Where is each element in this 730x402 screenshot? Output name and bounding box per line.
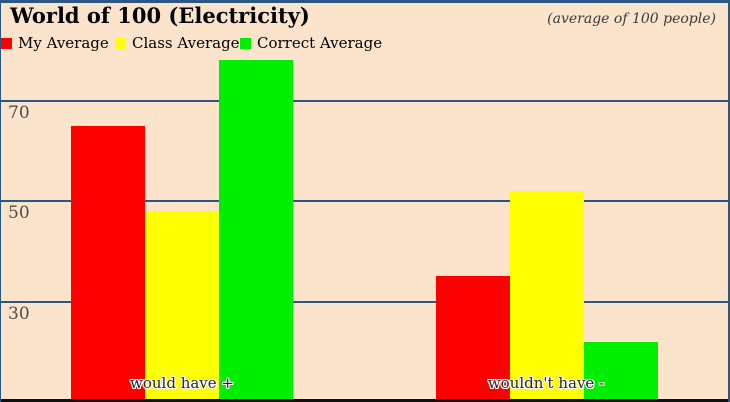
bar-class-average-group-2 bbox=[509, 190, 584, 399]
bar-my-average-group-2 bbox=[435, 276, 510, 399]
gridline-30 bbox=[0, 300, 730, 303]
legend-swatch-my-average bbox=[1, 38, 12, 49]
chart-title: World of 100 (Electricity) bbox=[10, 3, 310, 28]
category-label-would-have: would have + bbox=[130, 374, 234, 392]
y-tick-label-30: 30 bbox=[8, 303, 30, 324]
bar-my-average-group-1 bbox=[71, 125, 145, 399]
bar-correct-average-group-1 bbox=[219, 60, 293, 399]
legend-item-my-average: My Average bbox=[1, 36, 109, 51]
legend-label-correct-average: Correct Average bbox=[257, 34, 383, 52]
frame-top-border bbox=[0, 0, 730, 3]
frame-right-border bbox=[728, 0, 730, 402]
legend-swatch-class-average bbox=[115, 38, 126, 49]
bar-correct-average-group-2 bbox=[583, 341, 658, 399]
frame-bottom-border bbox=[0, 399, 730, 402]
gridline-70 bbox=[0, 99, 730, 102]
legend: My Average Class Average Correct Average bbox=[0, 36, 730, 52]
legend-item-class-average: Class Average bbox=[115, 36, 240, 51]
y-tick-label-70: 70 bbox=[8, 102, 30, 123]
legend-label-class-average: Class Average bbox=[132, 34, 240, 52]
frame-left-border bbox=[0, 0, 1, 402]
legend-item-correct-average: Correct Average bbox=[240, 36, 382, 51]
chart-subtitle: (average of 100 people) bbox=[547, 11, 716, 27]
bar-class-average-group-1 bbox=[145, 211, 219, 399]
legend-label-my-average: My Average bbox=[18, 34, 109, 52]
legend-swatch-correct-average bbox=[240, 38, 251, 49]
y-tick-label-50: 50 bbox=[8, 203, 30, 223]
gridline-50 bbox=[0, 200, 730, 202]
category-label-wouldnt-have: wouldn't have - bbox=[487, 374, 605, 392]
